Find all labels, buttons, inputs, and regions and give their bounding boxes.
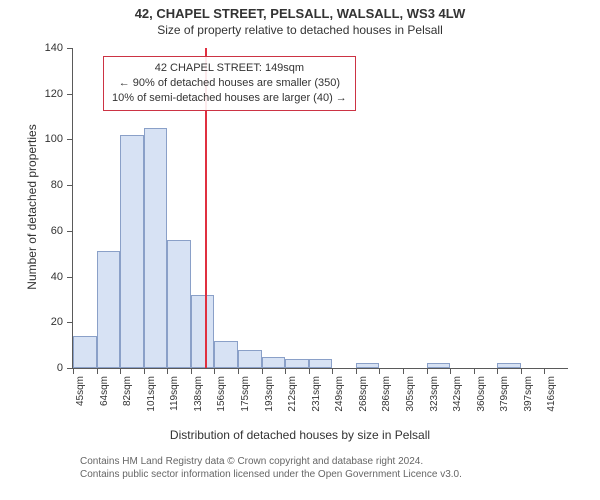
x-tick	[332, 368, 333, 374]
histogram-bar	[309, 359, 333, 368]
annotation-line1: 42 CHAPEL STREET: 149sqm	[112, 61, 347, 76]
footer-line1: Contains HM Land Registry data © Crown c…	[80, 455, 462, 468]
x-tick-label: 193sqm	[264, 376, 275, 412]
x-tick-label: 249sqm	[334, 376, 345, 412]
x-tick	[521, 368, 522, 374]
histogram-bar	[285, 359, 309, 368]
x-tick	[474, 368, 475, 374]
annotation-line2: ← 90% of detached houses are smaller (35…	[112, 76, 347, 91]
x-tick	[379, 368, 380, 374]
y-axis-label: Number of detached properties	[25, 107, 39, 307]
x-tick-label: 101sqm	[146, 376, 157, 412]
y-tick-label: 140	[45, 42, 73, 54]
x-tick	[427, 368, 428, 374]
y-tick-label: 0	[57, 362, 73, 374]
histogram-bar	[238, 350, 262, 368]
x-tick-label: 212sqm	[287, 376, 298, 412]
footer-attribution: Contains HM Land Registry data © Crown c…	[80, 455, 462, 481]
x-tick	[285, 368, 286, 374]
histogram-bar	[167, 240, 191, 368]
x-tick-label: 323sqm	[429, 376, 440, 412]
chart-subtitle: Size of property relative to detached ho…	[0, 21, 600, 37]
x-tick-label: 138sqm	[193, 376, 204, 412]
annotation-line3: 10% of semi-detached houses are larger (…	[112, 91, 347, 106]
x-tick-label: 175sqm	[240, 376, 251, 412]
y-tick-label: 80	[51, 179, 73, 191]
x-tick-label: 82sqm	[122, 376, 133, 406]
x-tick	[97, 368, 98, 374]
x-tick-label: 231sqm	[311, 376, 322, 412]
x-tick	[167, 368, 168, 374]
plot-area: 02040608010012014045sqm64sqm82sqm101sqm1…	[72, 48, 568, 369]
x-tick-label: 268sqm	[358, 376, 369, 412]
x-tick-label: 286sqm	[381, 376, 392, 412]
x-tick	[262, 368, 263, 374]
histogram-bar	[497, 363, 521, 368]
annotation-box: 42 CHAPEL STREET: 149sqm← 90% of detache…	[103, 56, 356, 111]
x-tick	[73, 368, 74, 374]
x-tick	[356, 368, 357, 374]
histogram-bar	[73, 336, 97, 368]
x-tick-label: 45sqm	[75, 376, 86, 406]
x-tick	[214, 368, 215, 374]
x-tick-label: 360sqm	[476, 376, 487, 412]
x-tick-label: 379sqm	[499, 376, 510, 412]
x-tick-label: 342sqm	[452, 376, 463, 412]
chart-title: 42, CHAPEL STREET, PELSALL, WALSALL, WS3…	[0, 0, 600, 21]
y-tick-label: 120	[45, 88, 73, 100]
x-tick-label: 305sqm	[405, 376, 416, 412]
x-tick	[544, 368, 545, 374]
x-tick-label: 397sqm	[523, 376, 534, 412]
x-tick-label: 156sqm	[216, 376, 227, 412]
histogram-bar	[120, 135, 144, 368]
y-tick-label: 40	[51, 271, 73, 283]
chart-container: 42, CHAPEL STREET, PELSALL, WALSALL, WS3…	[0, 0, 600, 500]
x-tick-label: 64sqm	[99, 376, 110, 406]
x-tick	[238, 368, 239, 374]
y-tick-label: 60	[51, 225, 73, 237]
x-tick-label: 416sqm	[546, 376, 557, 412]
histogram-bar	[97, 251, 121, 368]
x-axis-label: Distribution of detached houses by size …	[0, 428, 600, 442]
histogram-bar	[262, 357, 286, 368]
x-tick	[450, 368, 451, 374]
x-tick	[403, 368, 404, 374]
histogram-bar	[356, 363, 380, 368]
y-tick-label: 100	[45, 133, 73, 145]
histogram-bar	[427, 363, 451, 368]
histogram-bar	[214, 341, 238, 368]
footer-line2: Contains public sector information licen…	[80, 468, 462, 481]
y-tick-label: 20	[51, 316, 73, 328]
x-tick	[191, 368, 192, 374]
x-tick	[309, 368, 310, 374]
x-tick	[497, 368, 498, 374]
x-tick	[144, 368, 145, 374]
histogram-bar	[144, 128, 168, 368]
histogram-bar	[191, 295, 215, 368]
x-tick	[120, 368, 121, 374]
x-tick-label: 119sqm	[169, 376, 180, 411]
